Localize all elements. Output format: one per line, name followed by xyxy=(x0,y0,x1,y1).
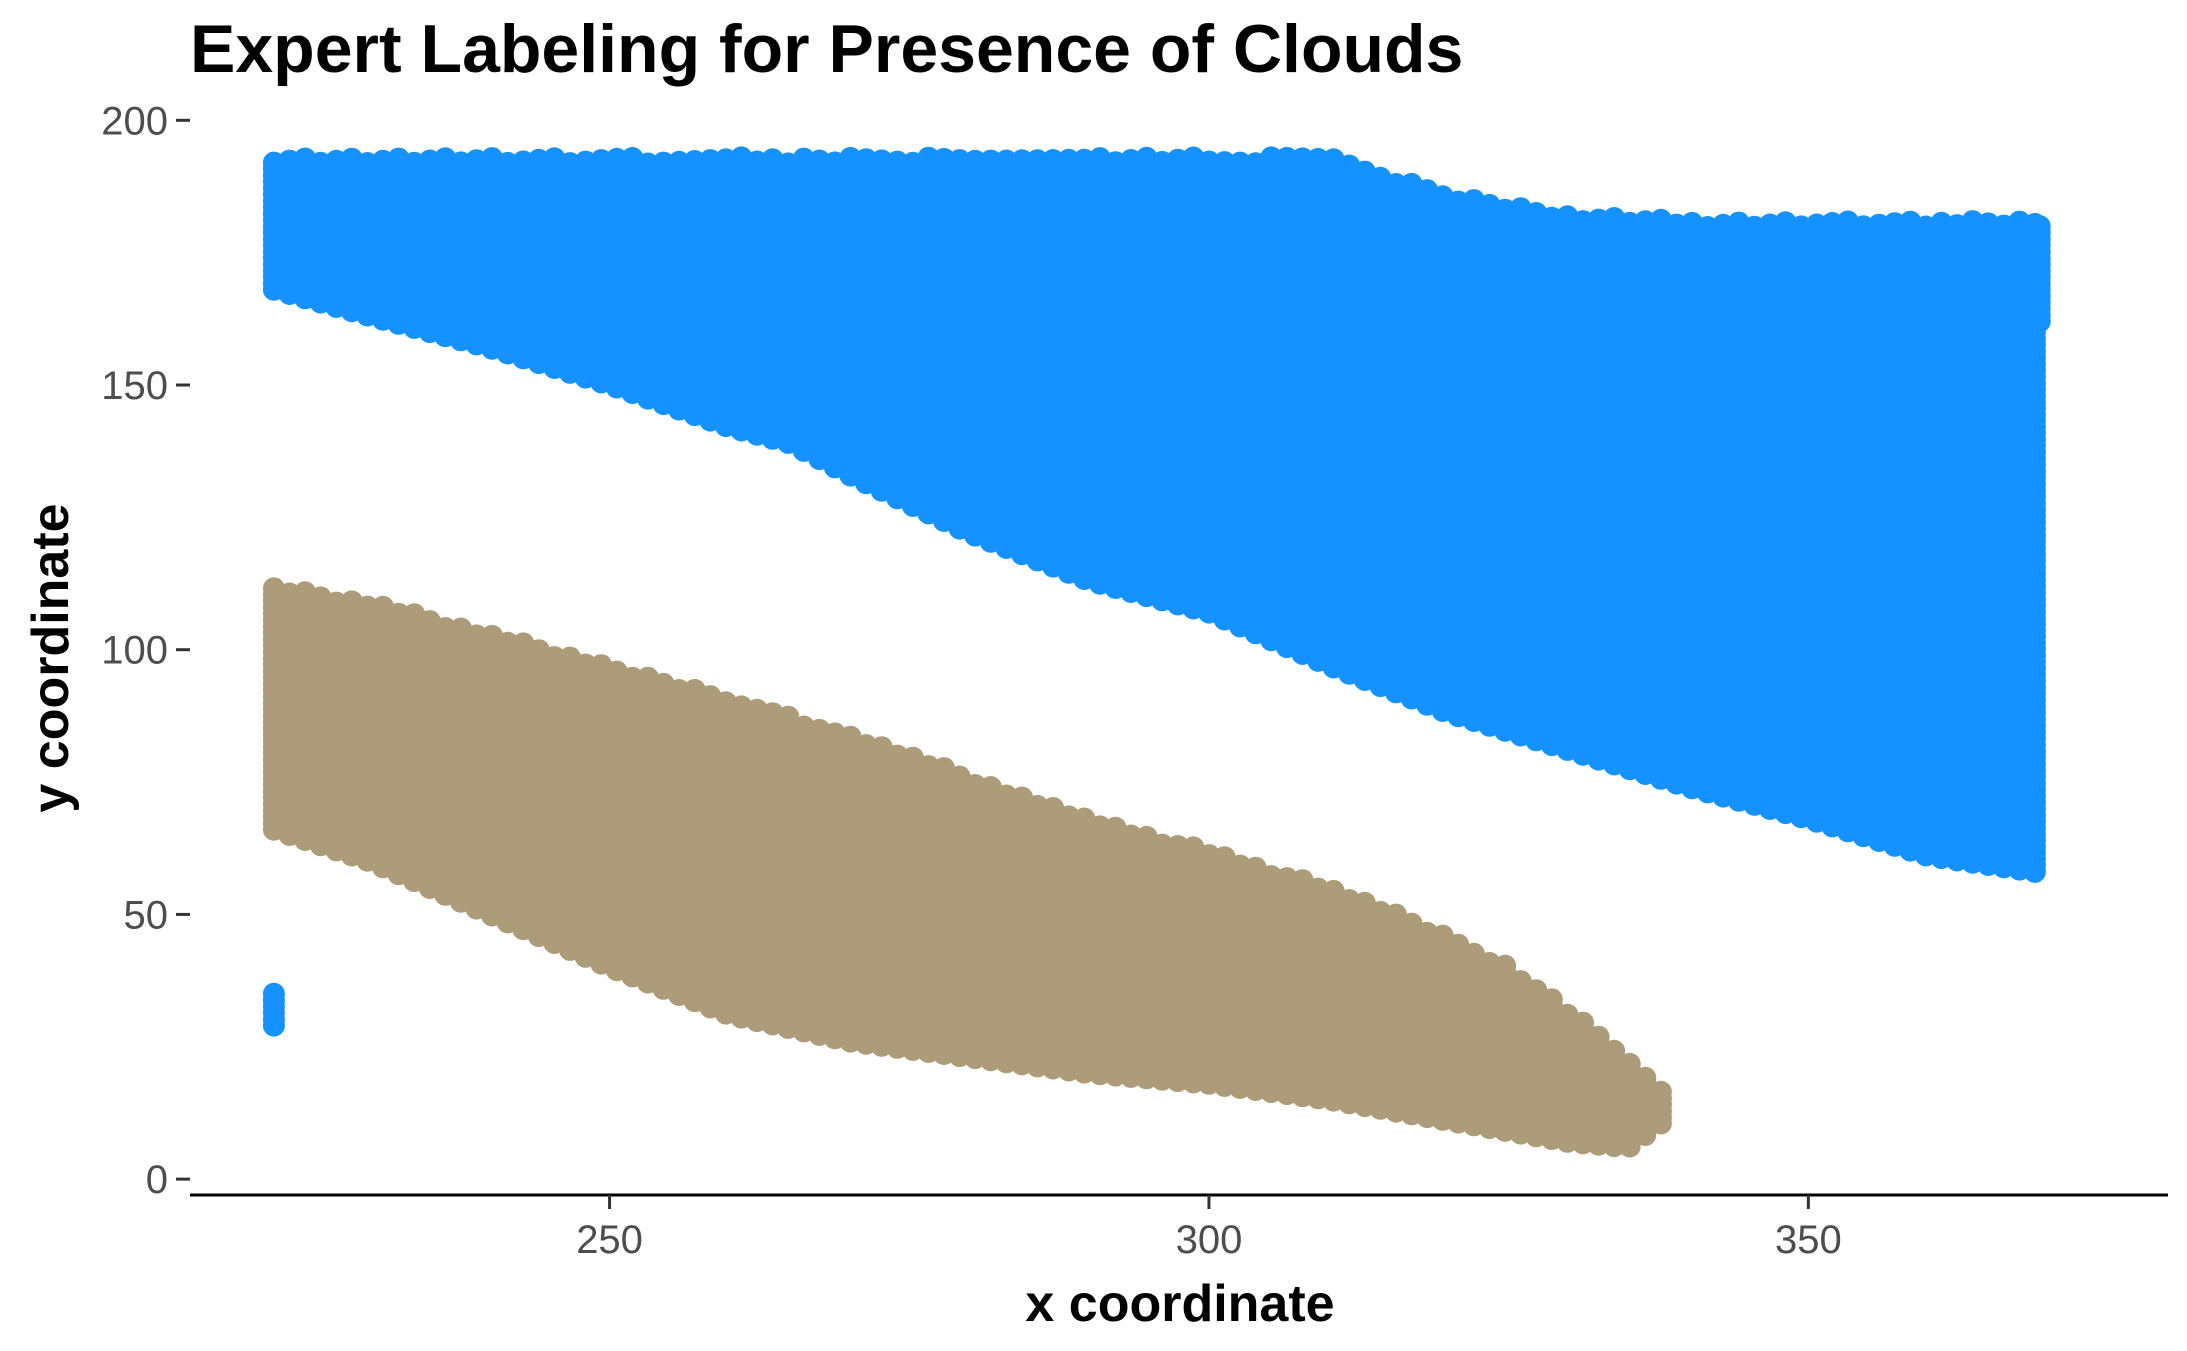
series-1-region xyxy=(262,146,2046,883)
plot-area xyxy=(262,146,2051,1158)
chart-title: Expert Labeling for Presence of Clouds xyxy=(190,11,1463,87)
